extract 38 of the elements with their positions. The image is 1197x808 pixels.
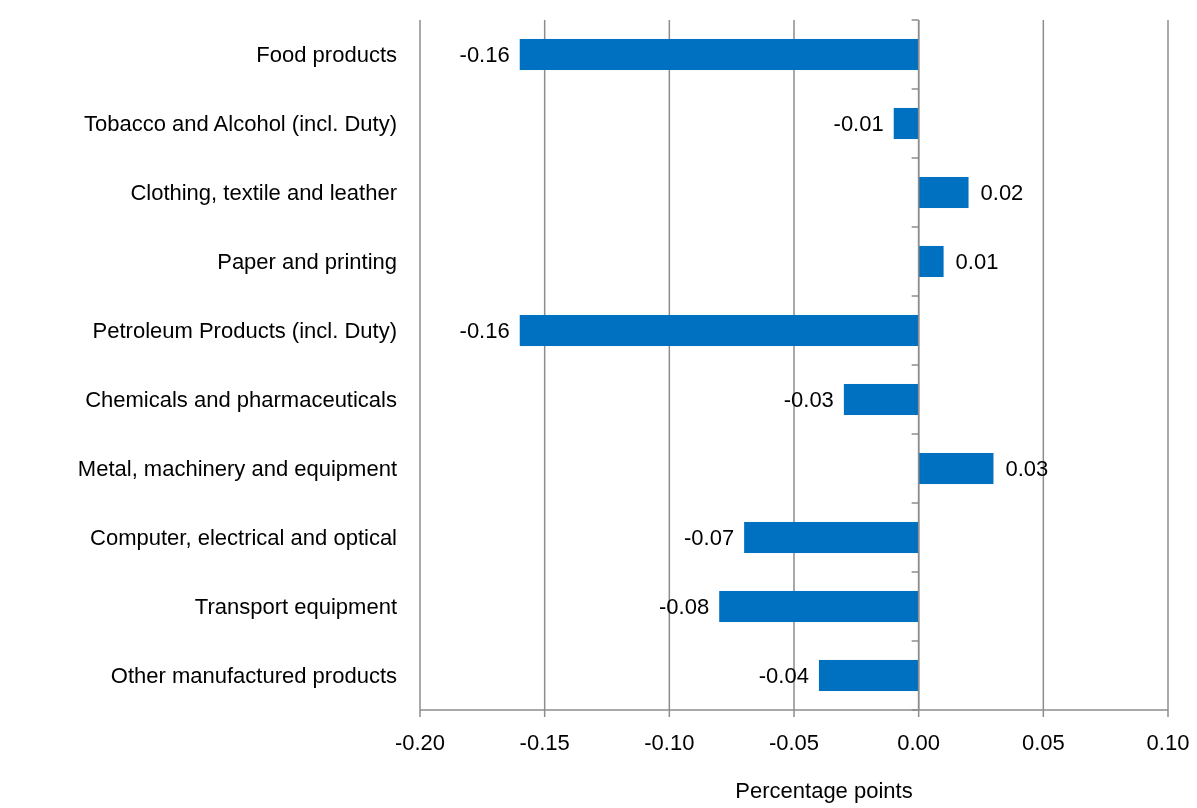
bar: [818, 659, 919, 692]
y-tick-label: Petroleum Products (incl. Duty): [92, 318, 397, 344]
bar: [519, 314, 919, 347]
x-tick-label: 0.05: [1021, 730, 1065, 755]
bar: [744, 521, 919, 554]
bar: [893, 107, 919, 140]
x-tick-label: -0.10: [644, 730, 695, 755]
data-label: 0.02: [980, 180, 1024, 206]
y-tick-label: Transport equipment: [194, 594, 397, 620]
y-tick-label: Computer, electrical and optical: [90, 525, 397, 551]
data-label: -0.03: [783, 387, 834, 413]
x-tick-label: 0.10: [1146, 730, 1190, 755]
x-axis-title: Percentage points: [735, 778, 913, 803]
data-label: 0.01: [955, 249, 999, 275]
data-label: -0.08: [659, 594, 710, 620]
x-tick-label: -0.20: [394, 730, 446, 755]
data-label: -0.16: [459, 318, 510, 344]
bar: [719, 590, 919, 623]
x-tick-label: -0.05: [768, 730, 820, 755]
bar: [918, 245, 944, 278]
y-tick-label: Tobacco and Alcohol (incl. Duty): [83, 111, 397, 137]
data-label: -0.01: [833, 111, 884, 137]
y-tick-label: Food products: [256, 42, 397, 68]
data-label: -0.16: [459, 42, 510, 68]
bar: [843, 383, 919, 416]
y-tick-label: Paper and printing: [217, 249, 397, 275]
y-tick-label: Other manufactured products: [110, 663, 397, 689]
y-tick-label: Clothing, textile and leather: [130, 180, 397, 206]
bar: [918, 452, 994, 485]
bar: [918, 176, 969, 209]
y-tick-label: Metal, machinery and equipment: [77, 456, 397, 482]
bar: [519, 38, 919, 71]
y-tick-label: Chemicals and pharmaceuticals: [85, 387, 397, 413]
data-label: -0.07: [683, 525, 735, 551]
data-label: -0.04: [758, 663, 809, 689]
x-tick-label: -0.15: [519, 730, 570, 755]
x-tick-label: 0.00: [897, 730, 941, 755]
data-label: 0.03: [1005, 456, 1049, 482]
